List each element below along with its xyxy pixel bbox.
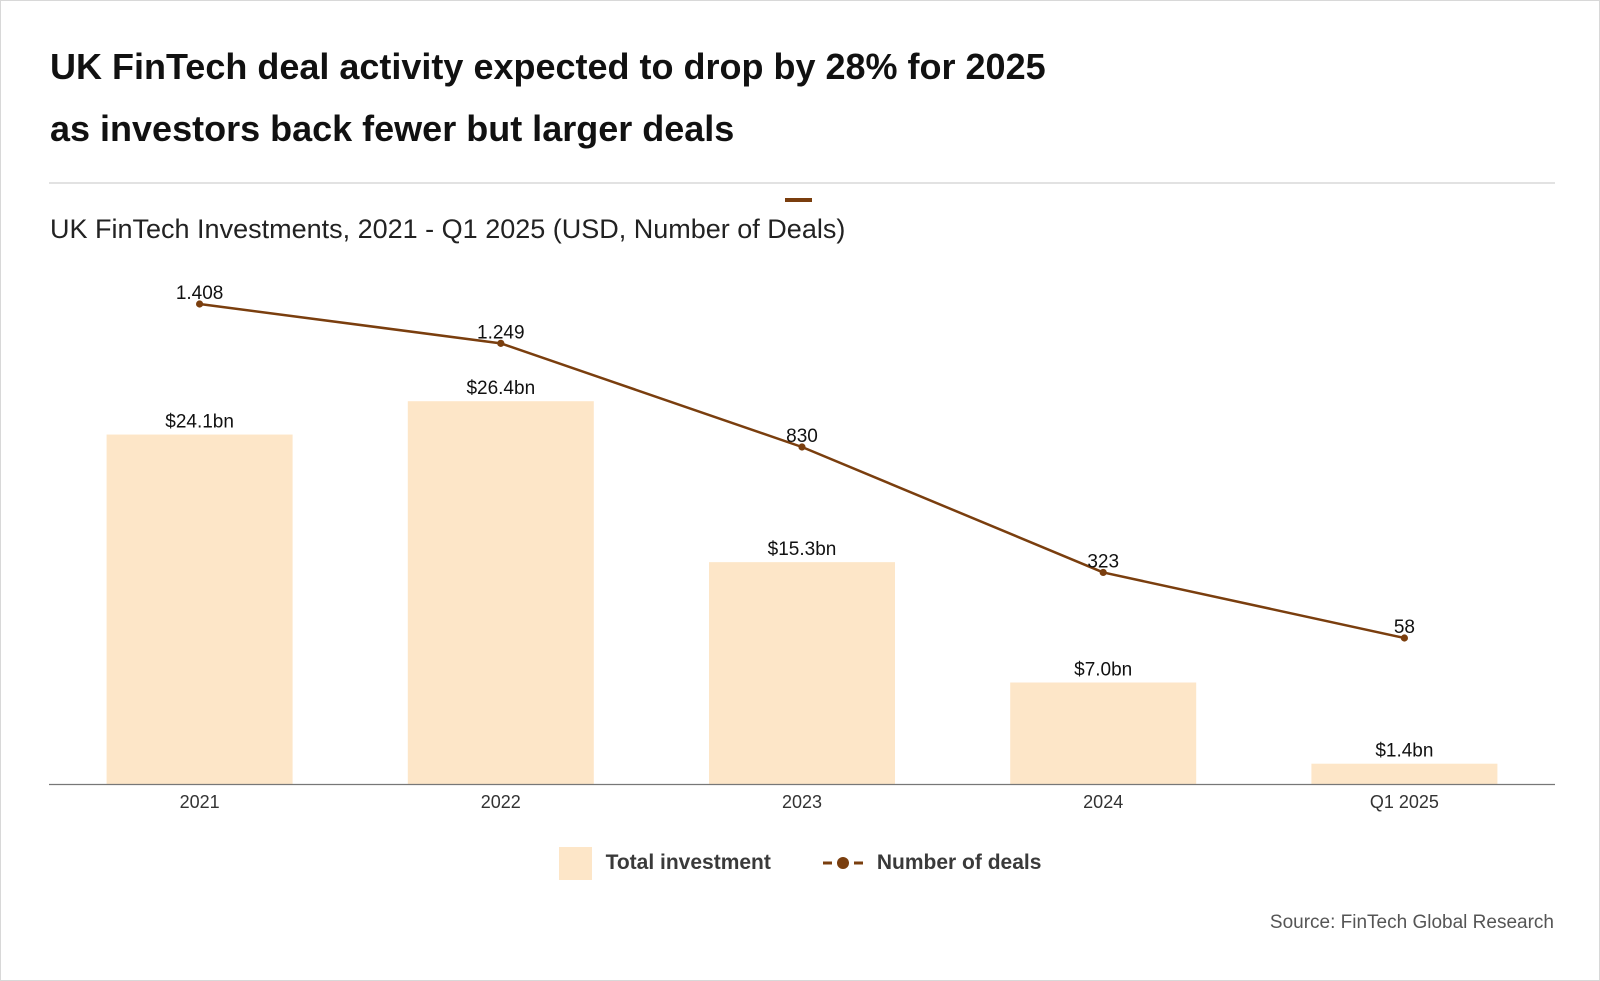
deals-point-3 — [1099, 568, 1107, 577]
headline-line-1: UK FinTech deal activity expected to dro… — [50, 46, 1046, 87]
deals-line-layer — [196, 300, 1408, 642]
deals-value-label-1: 1.249 — [477, 322, 525, 343]
legend-item-number-of-deals[interactable]: Number of deals — [822, 851, 1042, 875]
legend: Total investment Number of deals — [0, 846, 1600, 880]
deals-point-4 — [1400, 634, 1408, 642]
x-tick-label-0: 2021 — [180, 792, 220, 812]
deals-point-1 — [497, 339, 505, 347]
header-divider — [49, 182, 1555, 184]
bar-value-label-4: $1.4bn — [1375, 741, 1433, 762]
bar-1 — [407, 401, 594, 784]
x-tick-label-3: 2024 — [1083, 792, 1123, 812]
deals-value-label-3: 323 — [1087, 551, 1119, 572]
bar-value-label-0: $24.1bn — [165, 412, 234, 433]
accent-mark — [785, 198, 812, 202]
deals-value-label-0: 1.408 — [176, 283, 224, 304]
legend-item-total-investment[interactable]: Total investment — [558, 846, 771, 880]
x-tick-labels: 2021 2022 2023 2024 Q1 2025 — [180, 792, 1439, 812]
bar-0 — [106, 434, 293, 784]
legend-label-total-investment: Total investment — [605, 851, 771, 874]
legend-label-number-of-deals: Number of deals — [876, 851, 1042, 874]
x-tick-label-1: 2022 — [481, 792, 521, 812]
deals-value-label-2: 830 — [786, 426, 818, 447]
bar-4 — [1311, 763, 1498, 784]
headline: UK FinTech deal activity expected to dro… — [50, 36, 1350, 160]
bars-layer — [106, 401, 1498, 784]
legend-swatch-bar — [558, 846, 592, 880]
deals-value-label-4: 58 — [1394, 617, 1415, 638]
bar-labels-layer: $24.1bn $26.4bn $15.3bn $7.0bn $1.4bn — [165, 378, 1433, 762]
bar-value-label-3: $7.0bn — [1074, 660, 1132, 681]
headline-line-2: as investors back fewer but larger deals — [50, 108, 735, 149]
bar-2 — [709, 562, 895, 784]
x-tick-label-2: 2023 — [782, 792, 822, 812]
x-tick-label-4: Q1 2025 — [1370, 792, 1439, 812]
deals-point-2 — [798, 443, 806, 451]
source-note: Source: FinTech Global Research — [1269, 912, 1554, 933]
bar-3 — [1010, 682, 1197, 784]
legend-swatch-line-icon — [822, 857, 863, 869]
bar-value-label-1: $26.4bn — [466, 378, 535, 399]
chart-title: UK FinTech Investments, 2021 - Q1 2025 (… — [50, 214, 846, 244]
bar-value-label-2: $15.3bn — [768, 539, 837, 560]
deals-point-0 — [196, 300, 204, 308]
deals-labels-layer: 1.408 1.249 830 323 58 — [176, 283, 1415, 638]
